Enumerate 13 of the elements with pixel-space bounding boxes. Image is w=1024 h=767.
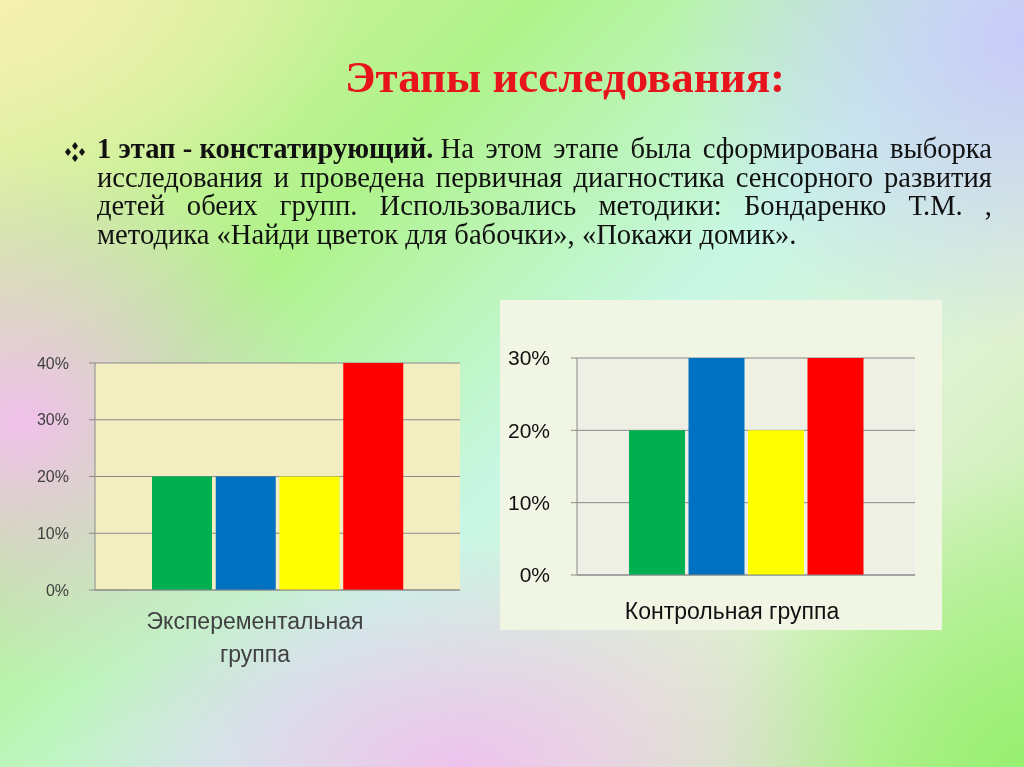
text: Этапы исследования: <box>344 51 786 103</box>
y-tick-label: 0% <box>45 581 69 599</box>
y-tick-label: 20% <box>507 418 550 442</box>
y-tick-label: 20% <box>36 468 69 486</box>
y-tick-label: 30% <box>507 346 550 370</box>
y-tick-label: 0% <box>519 563 550 587</box>
y-tick-label: 40% <box>36 354 69 372</box>
x-axis-title: Эксперементальная группа <box>145 607 365 669</box>
text: 1 этап - констатирующий. На этом этапе была сформирована выборка исследования и проведена первичная диагностика сенсорного развития детей обеих групп. Использовались методики: Бондаренко Т.М. , методика «Найди цветок для бабочки», «Покажи домик». <box>97 133 992 250</box>
y-tick-label: 10% <box>36 524 69 542</box>
y-tick-label: 10% <box>507 491 550 515</box>
y-tick-label: 30% <box>36 411 69 429</box>
x-axis-title: Контрольная группа <box>623 597 841 626</box>
